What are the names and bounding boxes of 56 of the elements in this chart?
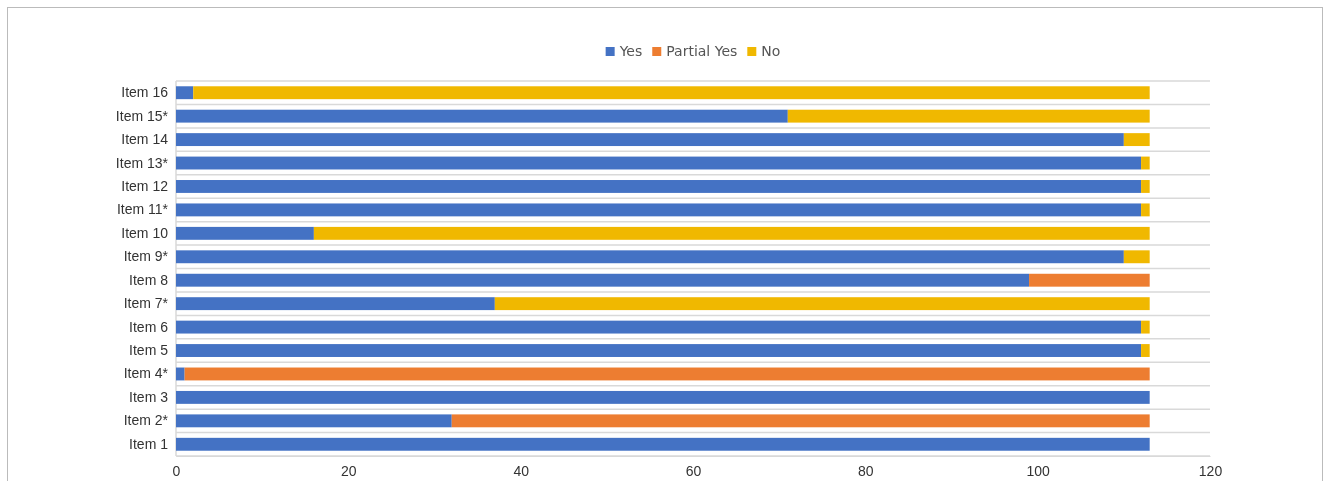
bar xyxy=(1123,133,1150,147)
x-tick-label: 40 xyxy=(513,462,530,479)
bar xyxy=(1141,180,1150,193)
y-tick-label: Item 1 xyxy=(129,435,169,452)
y-tick-label: Item 13* xyxy=(115,154,169,171)
y-tick-label: Item 3 xyxy=(129,388,169,405)
bar xyxy=(451,414,1150,428)
x-tick-label: 0 xyxy=(172,462,181,479)
bar xyxy=(176,133,1124,147)
y-tick-label: Item 5 xyxy=(129,342,169,359)
bar xyxy=(1141,320,1150,334)
x-tick-label: 60 xyxy=(685,462,702,479)
bar xyxy=(1141,344,1150,357)
y-tick-label: Item 10 xyxy=(121,224,169,241)
y-tick-label: Item 11* xyxy=(116,201,169,218)
bar xyxy=(176,390,1150,404)
bar xyxy=(176,367,185,381)
bar xyxy=(176,180,1142,193)
x-tick-label: 120 xyxy=(1198,462,1223,479)
y-tick-label: Item 16 xyxy=(121,84,169,101)
bar xyxy=(176,226,314,240)
bar xyxy=(176,109,788,123)
y-tick-label: Item 12 xyxy=(121,177,169,194)
y-tick-label: Item 4* xyxy=(123,365,169,382)
y-tick-label: Item 14 xyxy=(121,131,169,148)
y-tick-label: Item 8 xyxy=(129,271,169,288)
legend-label: Partial Yes xyxy=(666,43,738,59)
bar xyxy=(787,109,1150,123)
y-tick-label: Item 7* xyxy=(123,295,169,312)
bar xyxy=(176,86,194,100)
bar xyxy=(176,297,495,311)
bar xyxy=(494,297,1150,311)
x-tick-label: 100 xyxy=(1026,462,1051,479)
y-tick-label: Item 6 xyxy=(129,318,169,335)
bar xyxy=(176,203,1142,217)
bar xyxy=(176,250,1124,264)
bar xyxy=(184,367,1150,381)
legend-label: Yes xyxy=(618,43,643,59)
bar xyxy=(1141,156,1150,170)
x-tick-label: 80 xyxy=(858,462,874,479)
legend-label: No xyxy=(761,43,781,59)
y-tick-label: Item 2* xyxy=(123,412,169,429)
y-tick-label: Item 15* xyxy=(115,107,169,124)
y-tick-label: Item 9* xyxy=(123,248,169,265)
bar xyxy=(1141,203,1150,217)
bar xyxy=(176,156,1142,170)
bar xyxy=(313,226,1150,240)
bar xyxy=(176,414,452,428)
bar xyxy=(1123,250,1150,264)
x-tick-label: 20 xyxy=(341,462,357,479)
bar xyxy=(176,273,1030,287)
bar xyxy=(176,344,1142,357)
bar xyxy=(1029,273,1150,287)
bar xyxy=(176,437,1150,451)
bar xyxy=(176,320,1142,334)
bar xyxy=(193,86,1150,100)
